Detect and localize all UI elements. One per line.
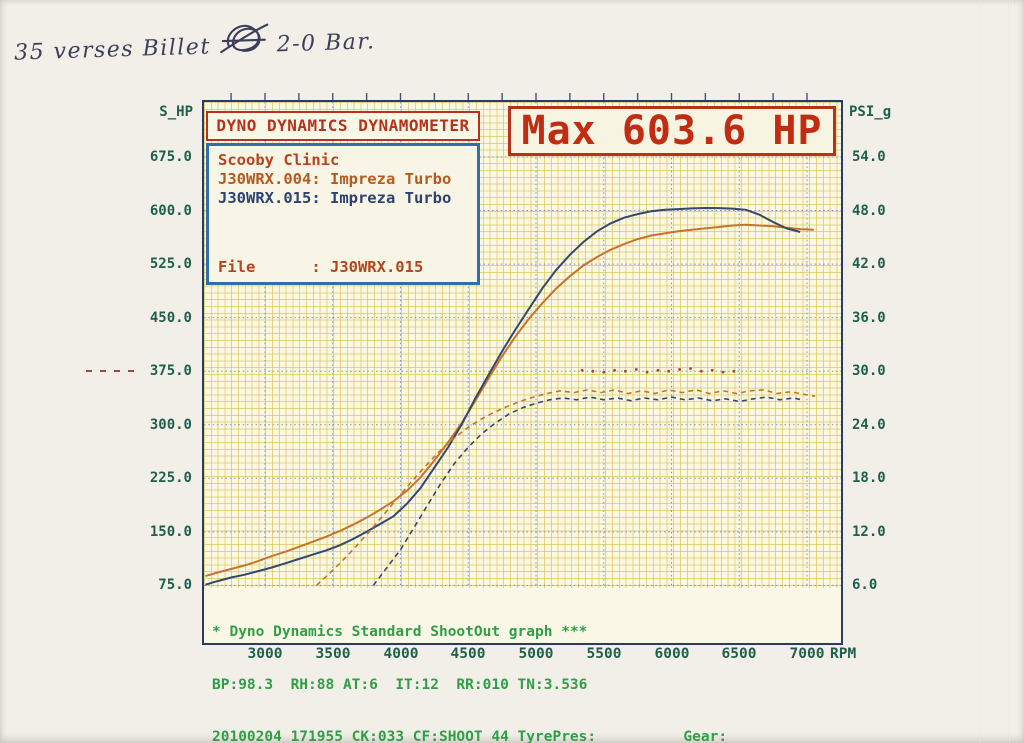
x-axis-tick-label: 4000	[383, 646, 419, 662]
boost-reference-dot	[656, 368, 660, 372]
left-axis-tick-label: 375.0	[149, 363, 192, 379]
handwritten-note-text: 2-0 Bar.	[276, 28, 376, 57]
left-axis-tick-label: 525.0	[149, 256, 192, 272]
top-tick-marks	[230, 93, 808, 100]
left-axis-tick-label: 600.0	[149, 203, 192, 219]
legend-box: Scooby Clinic J30WRX.004: Impreza Turbo …	[206, 143, 480, 285]
left-axis-title: S_HP	[159, 104, 193, 120]
left-axis-tick-label: 450.0	[149, 310, 192, 326]
right-axis-tick-label: 6.0	[852, 577, 878, 593]
right-axis-tick-label: 42.0	[852, 256, 886, 272]
boost-reference-dot	[602, 370, 606, 374]
j30wrx.004-power-curve	[205, 223, 814, 578]
x-axis-tick-label: 7000	[789, 646, 825, 662]
boost-reference-dot	[721, 370, 725, 374]
plot-footer: * Dyno Dynamics Standard ShootOut graph …	[204, 588, 841, 743]
footer-line-3: 20100204 171955 CK:033 CF:SHOOT_44 TyreP…	[212, 729, 806, 743]
left-axis-tick-label: 75.0	[158, 577, 192, 593]
right-axis-tick-label: 54.0	[852, 149, 886, 165]
footer-line-1: * Dyno Dynamics Standard ShootOut graph …	[212, 624, 588, 640]
x-axis-tick-label: 5500	[586, 646, 622, 662]
x-axis-tick-label: 3500	[315, 646, 351, 662]
left-axis-tick-label: 225.0	[149, 470, 192, 486]
dyno-title-box: DYNO DYNAMICS DYNAMOMETER	[206, 111, 480, 141]
plot-area	[204, 102, 841, 588]
max-power-box: Max 603.6 HP	[508, 106, 836, 156]
legend-file-line: File : J30WRX.015	[218, 258, 424, 276]
left-dash-marker	[86, 370, 142, 372]
left-axis-tick-label: 675.0	[149, 149, 192, 165]
x-axis-tick-label: 6500	[721, 646, 757, 662]
plot-canvas	[204, 102, 841, 588]
boost-reference-dot	[634, 368, 638, 371]
boost-reference-dot	[678, 368, 681, 371]
right-axis-tick-label: 18.0	[852, 470, 886, 486]
right-axis-title: PSI_g	[849, 104, 892, 120]
right-axis-tick-label: 36.0	[852, 310, 886, 326]
handwritten-note: 35 verses Billet 2-0 Bar.	[13, 13, 434, 78]
x-axis-tick-label: 3000	[247, 646, 283, 662]
boost-reference-dot	[591, 369, 595, 373]
right-axis-tick-label: 12.0	[852, 524, 886, 540]
boost-reference-dot	[645, 370, 649, 374]
left-axis-tick-label: 300.0	[149, 417, 192, 433]
legend-run-004: J30WRX.004: Impreza Turbo	[218, 170, 452, 188]
x-axis-unit: RPM	[830, 646, 857, 662]
j30wrx.004-boost-curve	[315, 389, 816, 586]
x-axis-tick-label: 4500	[450, 646, 486, 662]
boost-reference-dot	[580, 368, 584, 372]
scribble-mark	[218, 20, 269, 64]
boost-reference-dot	[699, 369, 703, 373]
legend-run-015: J30WRX.015: Impreza Turbo	[218, 189, 452, 207]
x-axis-tick-label: 6000	[654, 646, 690, 662]
boost-reference-dot	[624, 369, 627, 373]
boost-reference-dot	[732, 369, 736, 373]
boost-reference-dot	[689, 367, 692, 370]
paper-crease	[1008, 0, 1011, 743]
boost-reference-dot	[667, 369, 671, 373]
boost-reference-dot	[710, 368, 714, 372]
legend-shop-name: Scooby Clinic	[218, 151, 340, 169]
right-axis-tick-label: 48.0	[852, 203, 886, 219]
paper-crease	[978, 0, 981, 743]
handwritten-note-text: 35 verses Billet	[13, 33, 212, 66]
j30wrx.015-power-curve	[205, 206, 801, 586]
x-axis-tick-label: 5000	[518, 646, 554, 662]
left-axis-tick-label: 150.0	[149, 524, 192, 540]
right-axis-tick-label: 30.0	[852, 363, 886, 379]
j30wrx.015-boost-curve	[372, 396, 802, 586]
right-axis-tick-label: 24.0	[852, 417, 886, 433]
boost-reference-dot	[613, 368, 616, 372]
footer-line-2: BP:98.3 RH:88 AT:6 IT:12 RR:010 TN:3.536	[212, 676, 588, 693]
